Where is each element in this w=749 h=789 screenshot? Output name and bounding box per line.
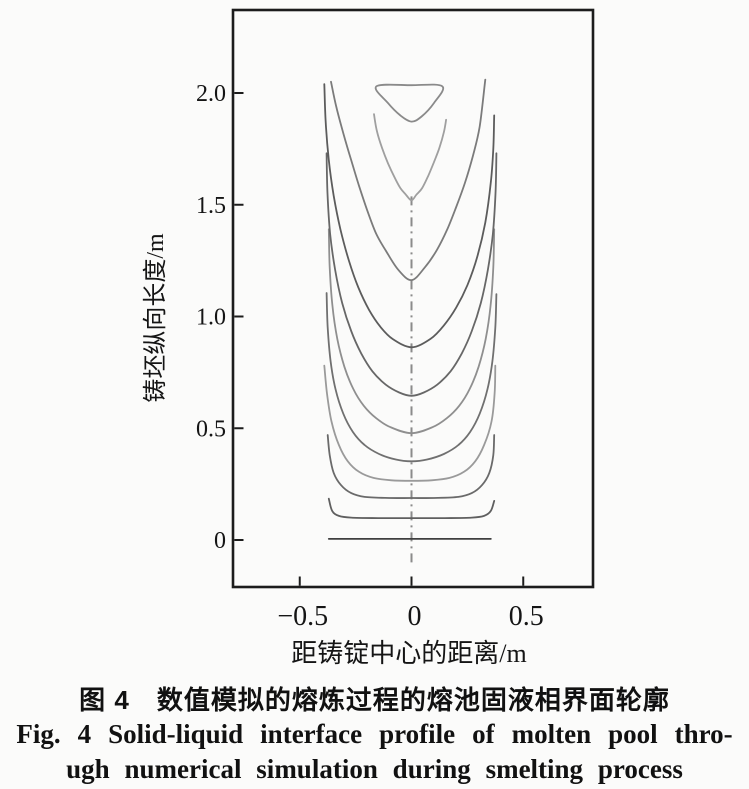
interface-profile-07	[325, 152, 498, 397]
y-tick-label: 1.0	[196, 305, 226, 331]
y-axis-title: 铸坯纵向长度/m	[142, 233, 169, 403]
interface-profile-06	[327, 228, 496, 435]
axis-tick-labels: 0 0.5 1.0 1.5 2.0 −0.5 0 0.5	[196, 81, 544, 632]
x-axis-title: 距铸锭中心的距离/m	[291, 639, 526, 668]
interface-profile-05	[325, 292, 498, 463]
y-tick-label: 0.5	[196, 416, 226, 442]
axis-ticks	[234, 92, 525, 586]
plot-frame	[231, 8, 595, 589]
contour-chart: 0 0.5 1.0 1.5 2.0 −0.5 0 0.5 铸坯纵向长度/m 距铸锭中心的距离/…	[142, 8, 595, 668]
caption-english-line2: ugh numerical simulation during smelting…	[66, 754, 683, 784]
interface-profile-11-final-pool	[374, 83, 445, 123]
interface-profile-04	[323, 364, 497, 482]
caption-chinese: 图 4 数值模拟的熔炼过程的熔池固液相界面轮廓	[79, 685, 670, 715]
interface-profile-02	[327, 497, 496, 520]
y-tick-label: 2.0	[196, 81, 226, 107]
y-tick-label: 0	[214, 528, 226, 554]
interface-profile-03	[326, 434, 496, 499]
interface-contours	[323, 78, 498, 540]
x-tick-label: −0.5	[277, 601, 328, 632]
y-tick-label: 1.5	[196, 193, 226, 219]
interface-profile-10	[373, 113, 447, 202]
x-tick-label: 0	[408, 601, 422, 632]
x-tick-label: 0.5	[509, 601, 544, 632]
interface-profile-08	[323, 83, 496, 349]
caption-english-line1: Fig. 4 Solid-liquid interface profile of…	[16, 719, 733, 749]
interface-profile-09	[330, 78, 487, 281]
